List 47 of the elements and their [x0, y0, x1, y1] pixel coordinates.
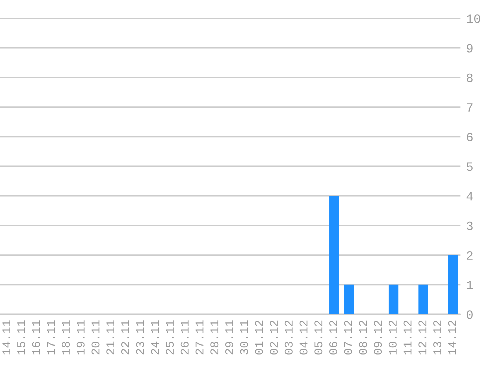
x-tick-label: 06.12 — [330, 320, 338, 355]
x-tick-label: 21.11 — [106, 320, 114, 355]
y-tick-label: 1 — [467, 281, 474, 290]
x-tick-label: 09.12 — [374, 320, 382, 355]
bar — [418, 284, 428, 314]
y-tick-label: 10 — [467, 14, 480, 24]
y-tick-label: 7 — [467, 104, 473, 112]
x-tick-label: 04.12 — [300, 320, 308, 355]
y-tick-label: 2 — [467, 251, 473, 260]
x-tick-label: 13.12 — [434, 320, 442, 355]
x-tick-label: 08.12 — [359, 320, 368, 355]
x-tick-label: 15.11 — [18, 320, 26, 355]
x-tick-label: 24.11 — [151, 320, 160, 355]
bar — [388, 284, 399, 314]
x-tick-label: 02.12 — [270, 320, 278, 355]
x-tick-label: 18.11 — [62, 320, 70, 355]
x-tick-label: 28.11 — [210, 320, 219, 355]
y-tick-label: 4 — [466, 192, 474, 201]
x-tick-label: 26.11 — [180, 320, 189, 355]
x-tick-label: 14.11 — [2, 320, 10, 355]
x-tick-label: 03.12 — [284, 320, 293, 355]
x-tick-label: 27.11 — [196, 320, 204, 355]
x-tick-label: 22.11 — [121, 320, 130, 355]
x-tick-label: 01.12 — [255, 320, 264, 355]
x-tick-label: 16.11 — [32, 320, 40, 355]
bar — [448, 255, 458, 314]
y-tick-label: 8 — [467, 74, 473, 82]
y-tick-label: 6 — [467, 133, 473, 142]
x-tick-label: 23.11 — [136, 320, 144, 355]
x-tick-label: 14.12 — [448, 320, 456, 355]
x-tick-label: 17.11 — [47, 320, 56, 355]
y-tick-label: 5 — [466, 162, 473, 172]
y-tick-label: 3 — [466, 222, 473, 230]
bar — [330, 196, 340, 314]
x-tick-label: 29.11 — [225, 320, 234, 355]
x-tick-label: 30.11 — [240, 320, 248, 355]
x-tick-label: 20.11 — [92, 320, 100, 355]
bar — [344, 284, 354, 314]
y-tick-label: 9 — [467, 44, 473, 53]
y-tick-label: 0 — [466, 310, 473, 320]
x-tick-label: 07.12 — [344, 320, 352, 355]
x-tick-label: 11.12 — [404, 320, 412, 355]
x-tick-label: 05.12 — [314, 320, 323, 355]
x-tick-label: 12.12 — [418, 320, 427, 355]
x-tick-label: 10.12 — [388, 320, 397, 355]
x-tick-label: 25.11 — [166, 320, 174, 355]
x-tick-label: 19.11 — [76, 320, 85, 355]
